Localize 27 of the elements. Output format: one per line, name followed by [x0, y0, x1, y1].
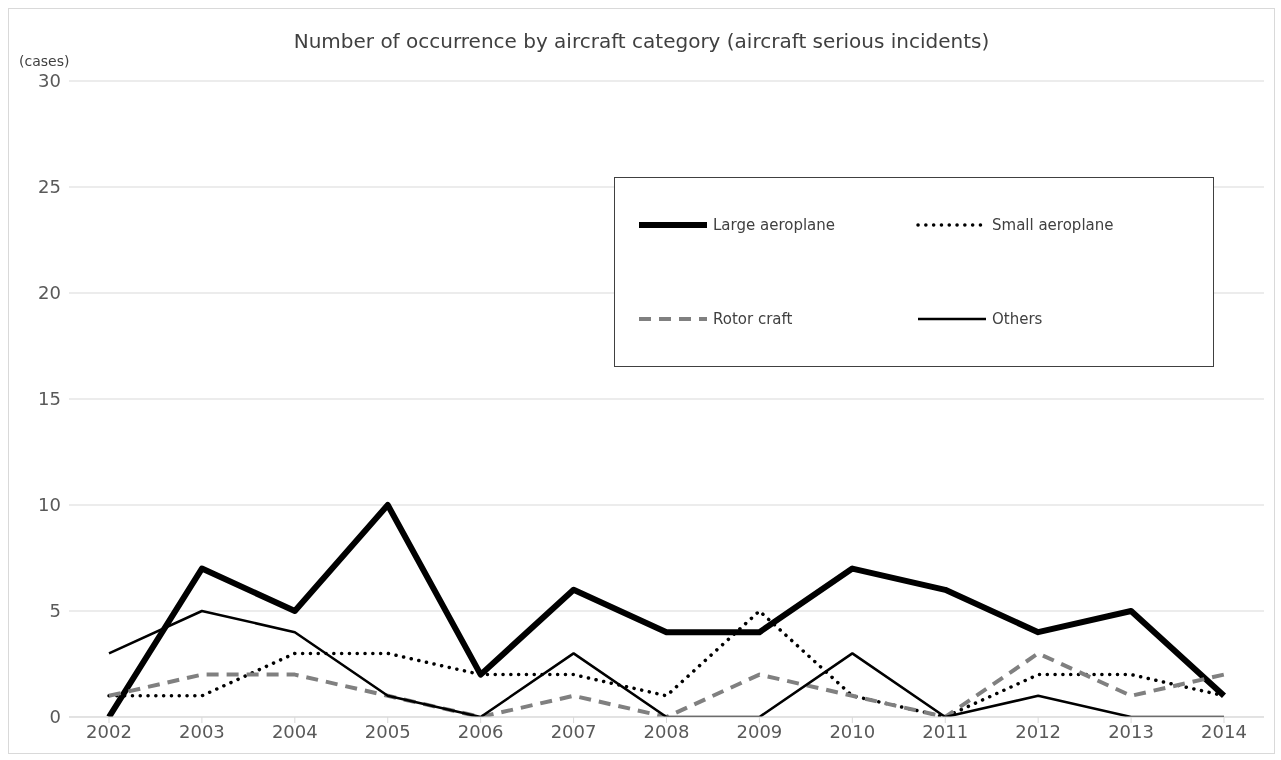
x-tick-label: 2009 — [736, 720, 783, 742]
x-tick-label: 2013 — [1108, 720, 1154, 742]
y-tick-label: 20 — [38, 282, 61, 304]
x-tick-label: 2012 — [1015, 720, 1062, 742]
y-tick-label: 25 — [38, 176, 61, 198]
y-tick-label: 10 — [38, 494, 61, 516]
x-tick-label: 2010 — [829, 720, 876, 742]
y-tick-label: 15 — [38, 388, 61, 410]
x-tick-label: 2007 — [550, 720, 597, 742]
x-tick-label: 2008 — [643, 720, 690, 742]
legend-label: Large aeroplane — [713, 216, 836, 234]
x-tick-label: 2002 — [86, 720, 132, 742]
y-axis-title: (cases) — [19, 53, 70, 69]
legend-label: Others — [992, 310, 1043, 328]
x-tick-label: 2003 — [179, 720, 225, 742]
y-tick-label: 30 — [38, 70, 61, 92]
line-series — [107, 651, 1226, 717]
legend-label: Rotor craft — [713, 310, 793, 328]
x-tick-label: 2014 — [1201, 720, 1247, 742]
x-tick-label: 2004 — [271, 720, 318, 742]
y-tick-label: 5 — [49, 600, 61, 622]
y-tick-label: 0 — [49, 706, 61, 728]
chart-title: Number of occurrence by aircraft category (aircraft serious incidents) — [292, 29, 991, 53]
legend-label: Small aeroplane — [992, 216, 1114, 234]
x-tick-label: 2005 — [364, 720, 411, 742]
x-tick-label: 2011 — [922, 720, 969, 742]
x-tick-label: 2006 — [457, 720, 504, 742]
